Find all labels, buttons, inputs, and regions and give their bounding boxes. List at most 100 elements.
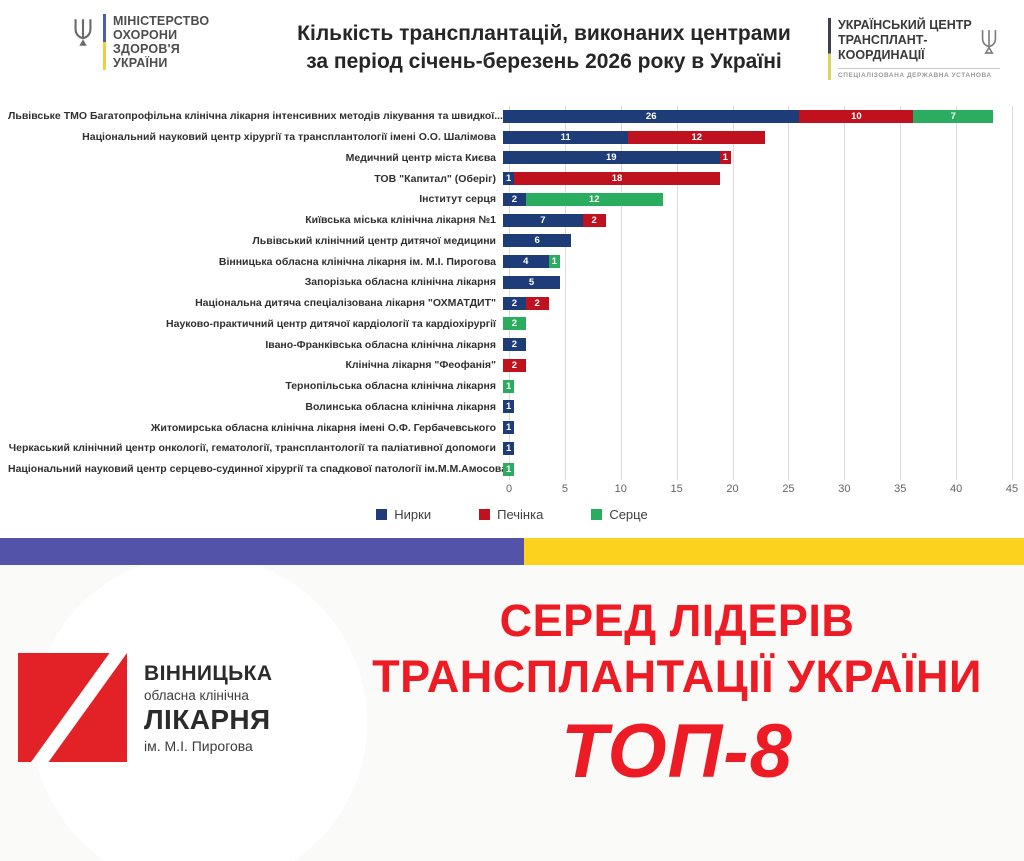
category-label: Івано-Франківська обласна клінічна лікар… bbox=[265, 338, 496, 351]
divider-stripe-yellow bbox=[524, 538, 1024, 565]
legend-label: Печінка bbox=[497, 506, 544, 522]
category-label: Інститут серця bbox=[419, 193, 496, 206]
bar-segment-Серце: 1 bbox=[503, 462, 515, 476]
page-title-line1: Кількість трансплантацій, виконаних цент… bbox=[297, 22, 791, 45]
legend-swatch bbox=[479, 508, 491, 520]
bar-segment-Печінка: 2 bbox=[582, 213, 606, 227]
x-tick-label: 5 bbox=[561, 483, 568, 495]
category-label: Київська міська клінічна лікарня №1 bbox=[305, 214, 496, 227]
bar-area: 2 bbox=[503, 358, 1016, 372]
category-label: Національний науковий центр серцево-суди… bbox=[8, 463, 503, 476]
legend-item: Печінка bbox=[479, 507, 543, 522]
category-label: Житомирська обласна клінічна лікарня іме… bbox=[150, 421, 496, 434]
category-label: Національна дитяча спеціалізована лікарн… bbox=[195, 297, 496, 310]
category-label: Львівське ТМО Багатопрофільна клінічна л… bbox=[8, 110, 503, 123]
gridline bbox=[788, 106, 790, 480]
header: МІНІСТЕРСТВО ОХОРОНИ ЗДОРОВ'Я УКРАЇНИ Кі… bbox=[0, 0, 1024, 106]
banner: ВІННИЦЬКА обласна клінічна ЛІКАРНЯ ім. М… bbox=[0, 565, 1024, 861]
bar-area: 1 bbox=[503, 462, 1016, 476]
chart-row: Науково-практичний центр дитячої кардіол… bbox=[8, 314, 1016, 335]
x-tick-label: 15 bbox=[670, 483, 683, 495]
bar-segment-Нирки: 6 bbox=[503, 234, 572, 248]
moh-logo-text: МІНІСТЕРСТВО ОХОРОНИ ЗДОРОВ'Я УКРАЇНИ bbox=[113, 14, 210, 70]
bar-area: 1 bbox=[503, 379, 1016, 393]
legend-item: Серце bbox=[591, 507, 648, 522]
x-tick-label: 45 bbox=[1005, 483, 1019, 495]
uctc-subtitle: СПЕЦІАЛІЗОВАНА ДЕРЖАВНА УСТАНОВА bbox=[838, 68, 1000, 79]
hospital-name-top: ВІННИЦЬКА bbox=[144, 661, 273, 685]
bar-area: 5 bbox=[503, 275, 1016, 289]
chart-row: Запорізька обласна клінічна лікарня 5 bbox=[8, 272, 1016, 293]
gridline bbox=[1012, 106, 1013, 480]
page-title-line2: за період січень-березень 2026 року в Ук… bbox=[306, 50, 782, 73]
chart-row: Київська міська клінічна лікарня №1 7 2 bbox=[8, 210, 1016, 231]
bar-segment-Нирки: 1 bbox=[503, 400, 515, 414]
category-label: Медичний центр міста Києва bbox=[345, 151, 496, 164]
moh-logo: МІНІСТЕРСТВО ОХОРОНИ ЗДОРОВ'Я УКРАЇНИ bbox=[70, 14, 260, 70]
headline-line1: СЕРЕД ЛІДЕРІВ bbox=[499, 595, 855, 646]
page-title: Кількість трансплантацій, виконаних цент… bbox=[260, 14, 828, 76]
x-tick-label: 10 bbox=[614, 483, 627, 495]
chart-row: Тернопільська обласна клінічна лікарня 1 bbox=[8, 376, 1016, 397]
category-label: ТОВ "Капитал" (Оберіг) bbox=[374, 172, 496, 185]
category-label: Національний науковий центр хірургії та … bbox=[82, 131, 496, 144]
chart-row: Клінічна лікарня "Феофанія" 2 bbox=[8, 355, 1016, 376]
bar-area: 26 10 7 bbox=[503, 109, 1016, 123]
legend-swatch bbox=[591, 508, 603, 520]
category-label: Запорізька обласна клінічна лікарня bbox=[304, 276, 496, 289]
transplant-chart: Львівське ТМО Багатопрофільна клінічна л… bbox=[8, 106, 1018, 528]
bar-area: 1 18 bbox=[503, 172, 1016, 186]
bar-segment-Серце: 1 bbox=[548, 255, 560, 269]
bar-segment-Нирки: 2 bbox=[503, 296, 526, 310]
x-tick-label: 25 bbox=[782, 483, 795, 495]
bar-segment-Печінка: 12 bbox=[628, 130, 766, 144]
hospital-name-sub2: ім. М.І. Пирогова bbox=[144, 737, 253, 754]
red-slash-logo-icon bbox=[18, 653, 127, 762]
gridline bbox=[620, 106, 622, 480]
gridline bbox=[844, 106, 846, 480]
chart-row: Національна дитяча спеціалізована лікарн… bbox=[8, 293, 1016, 314]
chart-row: Національний науковий центр хірургії та … bbox=[8, 127, 1016, 148]
divider-stripe-blue bbox=[0, 538, 525, 565]
legend-item: Нирки bbox=[376, 507, 431, 522]
uctc-logo-text: УКРАЇНСЬКИЙ ЦЕНТР ТРАНСПЛАНТ- КООРДИНАЦІ… bbox=[838, 18, 972, 62]
x-tick-label: 30 bbox=[838, 483, 851, 495]
category-label: Клінічна лікарня "Феофанія" bbox=[345, 359, 496, 372]
uctc-flag-bar bbox=[828, 18, 831, 80]
headline-top8: ТОП-8 bbox=[561, 709, 793, 794]
bar-area: 11 12 bbox=[503, 130, 1016, 144]
gridline bbox=[732, 106, 734, 480]
bar-segment-Серце: 7 bbox=[913, 109, 994, 123]
chart-row: ТОВ "Капитал" (Оберіг) 1 18 bbox=[8, 168, 1016, 189]
bar-segment-Печінка: 1 bbox=[719, 151, 731, 165]
legend-swatch bbox=[376, 508, 388, 520]
category-label: Волинська обласна клінічна лікарня bbox=[305, 400, 496, 413]
trident-icon bbox=[74, 19, 92, 46]
category-label: Вінницька обласна клінічна лікарня ім. М… bbox=[218, 255, 496, 268]
x-tick-label: 40 bbox=[949, 483, 963, 495]
category-label: Тернопільська обласна клінічна лікарня bbox=[285, 380, 496, 393]
bar-area: 19 1 bbox=[503, 151, 1016, 165]
bar-segment-Нирки: 1 bbox=[503, 172, 515, 186]
uctc-logo: УКРАЇНСЬКИЙ ЦЕНТР ТРАНСПЛАНТ- КООРДИНАЦІ… bbox=[828, 14, 1010, 80]
bar-segment-Нирки: 2 bbox=[503, 192, 526, 206]
category-label: Черкаський клінічний центр онкології, ге… bbox=[8, 442, 496, 455]
category-label: Львівський клінічний центр дитячої медиц… bbox=[252, 234, 496, 247]
bar-segment-Нирки: 1 bbox=[503, 421, 515, 435]
chart-rows: Львівське ТМО Багатопрофільна клінічна л… bbox=[8, 106, 1016, 480]
x-tick-label: 20 bbox=[726, 483, 739, 495]
gridline bbox=[564, 106, 566, 480]
chart-legend: Нирки Печінка Серце bbox=[8, 500, 1016, 528]
gridline bbox=[676, 106, 678, 480]
bar-segment-Печінка: 2 bbox=[525, 296, 549, 310]
x-axis: 0 5 10 15 20 25 30 35 40 45 bbox=[506, 480, 1018, 500]
bar-segment-Нирки: 4 bbox=[503, 255, 549, 269]
bar-segment-Нирки: 11 bbox=[503, 130, 629, 144]
chart-row: Вінницька обласна клінічна лікарня ім. М… bbox=[8, 251, 1016, 272]
chart-row: Інститут серця 2 12 bbox=[8, 189, 1016, 210]
bar-segment-Нирки: 1 bbox=[503, 441, 515, 455]
bar-segment-Печінка: 2 bbox=[503, 358, 526, 372]
chart-row: Івано-Франківська обласна клінічна лікар… bbox=[8, 334, 1016, 355]
headline-line2: ТРАНСПЛАНТАЦІЇ УКРАЇНИ bbox=[372, 651, 982, 702]
bar-area: 2 12 bbox=[503, 192, 1016, 206]
